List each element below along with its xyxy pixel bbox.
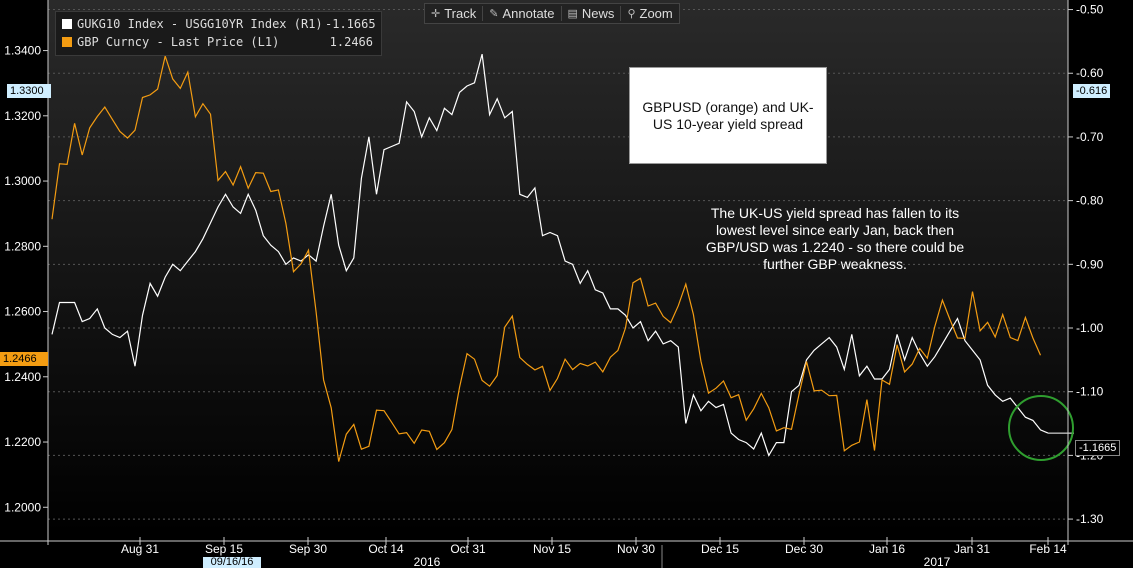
left-axis-tick-label: 1.3200 [4, 109, 41, 123]
right-axis-tick-label: -1.00 [1076, 321, 1104, 335]
left-axis-tick-label: 1.2200 [4, 435, 41, 449]
right-axis-tick-label: -1.30 [1076, 512, 1104, 526]
legend-spread-value: -1.1665 [325, 17, 376, 31]
x-axis-tick-label: Feb 14 [1029, 542, 1067, 556]
left-axis-tick-label: 1.2400 [4, 370, 41, 384]
right-axis-last-value-tag: -1.1665 [1075, 440, 1121, 456]
annotate-label: Annotate [502, 6, 555, 21]
news-icon: ▤ [567, 8, 578, 20]
left-axis-tick-label: 1.2600 [4, 305, 41, 319]
chart-annotation: The UK-US yield spread has fallen to its… [705, 205, 965, 272]
year-label: 2017 [924, 555, 951, 568]
legend-gbp-value: 1.2466 [329, 35, 373, 49]
left-axis-tick-label: 1.2800 [4, 239, 41, 253]
zoom-label: Zoom [639, 6, 673, 21]
plot-area [48, 0, 1068, 535]
news-label: News [581, 6, 615, 21]
x-axis-tick-label: Dec 30 [785, 542, 823, 556]
chart-title: GBPUSD (orange) and UK-US 10-year yield … [642, 98, 814, 132]
x-axis-tick-label: Jan 16 [869, 542, 905, 556]
gbp-series-line[interactable] [51, 53, 1042, 462]
left-axis-last-price-tag: 1.2466 [0, 352, 48, 366]
zoom-button[interactable]: ⚲ Zoom [621, 6, 678, 21]
track-button[interactable]: ✛ Track [425, 6, 484, 21]
left-axis-tick-label: 1.3400 [4, 44, 41, 58]
x-axis-tick-label: Sep 15 [205, 542, 243, 556]
chart-legend: GUKG10 Index - USGG10YR Index (R1) -1.16… [55, 11, 382, 56]
right-axis-tick-label: -0.90 [1076, 257, 1104, 271]
legend-item-gbp[interactable]: GBP Curncy - Last Price (L1) 1.2466 [62, 33, 373, 51]
x-axis-tick-label: Nov 15 [533, 542, 571, 556]
x-axis-tick-label: Aug 31 [121, 542, 159, 556]
right-axis-tick-label: -0.80 [1076, 194, 1104, 208]
left-axis-crosshair-tag: 1.3300 [7, 84, 51, 98]
spread-series-line[interactable] [51, 53, 1049, 457]
pencil-icon: ✎ [489, 8, 499, 20]
right-axis-tick-label: -0.50 [1076, 3, 1104, 17]
spread-swatch [62, 19, 72, 29]
x-axis-tick-label: Oct 14 [368, 542, 404, 556]
x-axis-tick-label: Dec 15 [701, 542, 739, 556]
left-axis-tick-label: 1.3000 [4, 174, 41, 188]
left-axis-tick-label: 1.2000 [4, 500, 41, 514]
track-label: Track [444, 6, 477, 21]
magnifier-icon: ⚲ [627, 8, 636, 20]
right-axis-tick-label: -0.60 [1076, 66, 1104, 80]
crosshair-date-tag: 09/16/16 [203, 557, 261, 568]
gbp-swatch [62, 37, 72, 47]
legend-spread-label: GUKG10 Index - USGG10YR Index (R1) [77, 17, 323, 31]
crosshair-icon: ✛ [431, 8, 441, 20]
legend-item-spread[interactable]: GUKG10 Index - USGG10YR Index (R1) -1.16… [62, 15, 376, 33]
year-label: 2016 [414, 555, 441, 568]
x-axis-tick-label: Jan 31 [954, 542, 990, 556]
right-axis-crosshair-tag: -0.616 [1073, 84, 1111, 98]
x-axis-tick-label: Sep 30 [289, 542, 327, 556]
legend-gbp-label: GBP Curncy - Last Price (L1) [77, 35, 280, 49]
right-axis-tick-label: -1.10 [1076, 385, 1104, 399]
news-button[interactable]: ▤ News [562, 6, 622, 21]
x-axis-tick-label: Oct 31 [450, 542, 486, 556]
chart-toolbar: ✛ Track ✎ Annotate ▤ News ⚲ Zoom [424, 3, 680, 24]
annotate-button[interactable]: ✎ Annotate [483, 6, 562, 21]
right-axis-tick-label: -0.70 [1076, 130, 1104, 144]
x-axis-tick-label: Nov 30 [617, 542, 655, 556]
highlight-circle [1008, 395, 1074, 461]
chart-title-box: GBPUSD (orange) and UK-US 10-year yield … [629, 67, 827, 164]
